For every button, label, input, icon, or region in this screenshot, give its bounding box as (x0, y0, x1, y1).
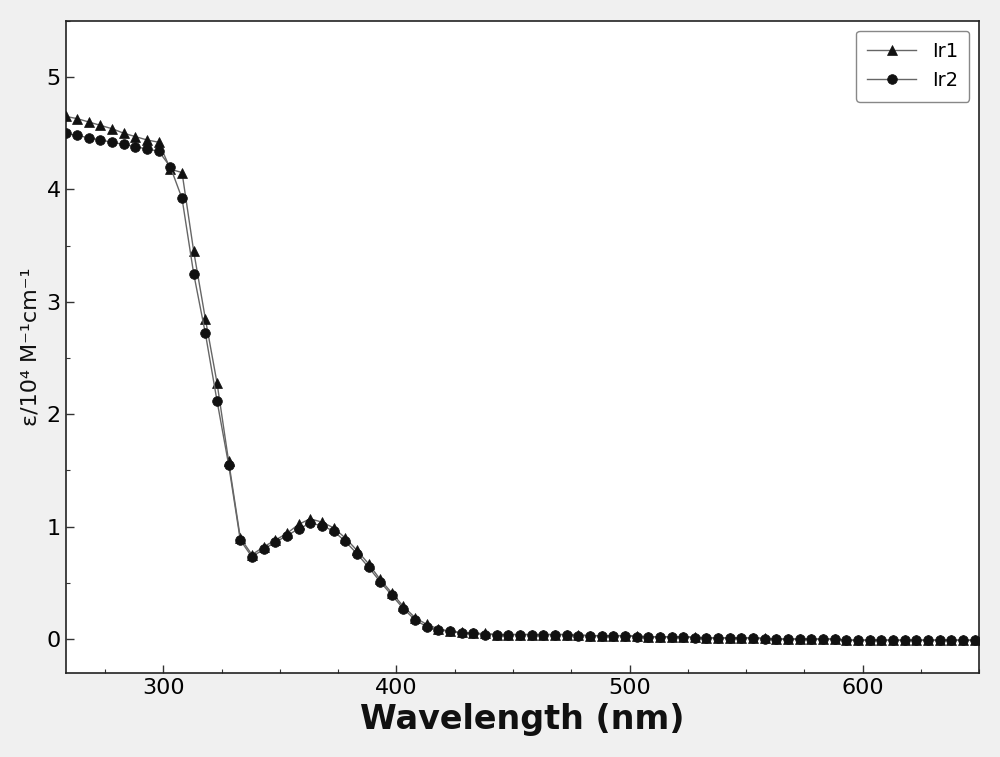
Ir2 (60, 129, 72, 138)
Ir2 (432, 625, 444, 634)
Ir2 (724, 634, 736, 643)
Ir2 (584, 631, 596, 640)
Ir1 (584, 631, 596, 640)
Ir2 (969, 636, 981, 645)
Y-axis label: ε/10⁴ M⁻¹cm⁻¹: ε/10⁴ M⁻¹cm⁻¹ (21, 267, 41, 426)
Ir1 (969, 636, 981, 645)
Line: Ir2: Ir2 (61, 129, 979, 645)
X-axis label: Wavelength (nm): Wavelength (nm) (360, 703, 685, 736)
Ir1 (304, 514, 316, 523)
Ir1 (840, 636, 852, 645)
Legend: Ir1, Ir2: Ir1, Ir2 (856, 30, 969, 101)
Ir1 (432, 625, 444, 634)
Ir1 (60, 112, 72, 121)
Ir2 (421, 622, 433, 631)
Ir1 (421, 620, 433, 629)
Ir2 (304, 519, 316, 528)
Line: Ir1: Ir1 (61, 111, 979, 645)
Ir2 (840, 636, 852, 645)
Ir1 (724, 634, 736, 643)
Ir1 (281, 529, 293, 538)
Ir2 (281, 531, 293, 540)
